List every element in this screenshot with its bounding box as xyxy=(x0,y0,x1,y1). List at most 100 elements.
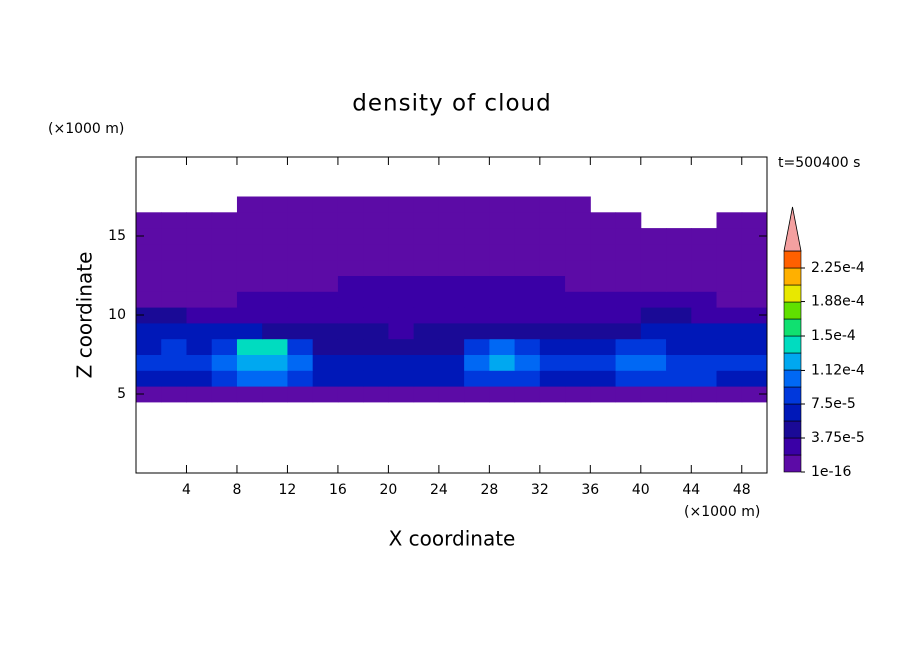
cell xyxy=(464,338,490,355)
cell xyxy=(262,259,288,276)
cell xyxy=(741,354,768,371)
cell xyxy=(640,243,667,261)
cell xyxy=(312,322,339,340)
cell xyxy=(211,338,238,355)
cell xyxy=(413,212,440,229)
cell xyxy=(590,307,617,324)
cell xyxy=(186,338,213,355)
cell xyxy=(413,275,440,292)
cell xyxy=(565,354,591,371)
cell xyxy=(565,322,591,340)
cell xyxy=(312,291,339,308)
cell xyxy=(489,322,516,340)
colorbar-tick-label: 1e-16 xyxy=(811,464,851,480)
cell xyxy=(666,228,692,245)
cell xyxy=(539,354,566,371)
cell xyxy=(262,228,288,245)
cell xyxy=(741,228,768,245)
cell xyxy=(716,307,743,324)
cell xyxy=(716,386,743,403)
cell xyxy=(136,212,162,229)
cell xyxy=(691,307,718,324)
cell xyxy=(337,212,364,229)
cell xyxy=(640,386,667,403)
cell xyxy=(236,386,263,403)
colorbar-box xyxy=(783,267,802,286)
cell xyxy=(666,338,692,355)
cell xyxy=(666,307,692,324)
cell xyxy=(691,243,718,261)
cell xyxy=(438,275,465,292)
x-tick-label: 8 xyxy=(232,482,241,498)
cell xyxy=(388,291,415,308)
cell xyxy=(438,212,465,229)
cell xyxy=(363,307,389,324)
cell xyxy=(337,228,364,245)
cell xyxy=(287,386,314,403)
cell xyxy=(312,196,339,213)
cell xyxy=(211,307,238,324)
colorbar-box xyxy=(783,454,802,473)
cell xyxy=(161,243,187,261)
cell xyxy=(590,228,617,245)
cell xyxy=(388,322,415,340)
cell xyxy=(438,196,465,213)
cell xyxy=(590,212,617,229)
cell xyxy=(666,243,692,261)
cell xyxy=(236,370,263,387)
cell xyxy=(186,275,213,292)
cell xyxy=(565,228,591,245)
cell xyxy=(539,338,566,355)
cell xyxy=(312,212,339,229)
cell xyxy=(438,243,465,261)
cell xyxy=(691,370,718,387)
cell xyxy=(691,386,718,403)
cell xyxy=(464,228,490,245)
cell xyxy=(438,307,465,324)
cell xyxy=(413,196,440,213)
cell xyxy=(640,291,667,308)
cell xyxy=(514,212,541,229)
cell xyxy=(363,386,389,403)
cell xyxy=(186,322,213,340)
cell xyxy=(262,243,288,261)
cell xyxy=(691,259,718,276)
cell xyxy=(438,259,465,276)
cell xyxy=(287,370,314,387)
cell xyxy=(312,354,339,371)
y-unit: (×1000 m) xyxy=(48,121,124,137)
cell xyxy=(590,259,617,276)
cell xyxy=(236,307,263,324)
cell xyxy=(741,259,768,276)
cell xyxy=(388,370,415,387)
cell xyxy=(287,259,314,276)
cell xyxy=(716,338,743,355)
cell xyxy=(312,275,339,292)
cell xyxy=(615,243,642,261)
cell xyxy=(590,291,617,308)
cell xyxy=(161,307,187,324)
cell xyxy=(539,243,566,261)
cell xyxy=(161,322,187,340)
cell xyxy=(666,354,692,371)
cell xyxy=(287,228,314,245)
cell xyxy=(161,338,187,355)
y-tick-label: 5 xyxy=(117,386,126,402)
cell xyxy=(186,386,213,403)
cell xyxy=(186,291,213,308)
cell xyxy=(136,291,162,308)
cell xyxy=(388,354,415,371)
time-label: t=500400 s xyxy=(778,155,860,171)
cell xyxy=(716,322,743,340)
cell xyxy=(514,243,541,261)
cell xyxy=(691,338,718,355)
cell xyxy=(615,338,642,355)
cell xyxy=(438,354,465,371)
cell xyxy=(363,275,389,292)
cell xyxy=(211,370,238,387)
cell xyxy=(287,354,314,371)
cell xyxy=(211,322,238,340)
cell xyxy=(489,386,516,403)
x-tick-label: 4 xyxy=(182,482,191,498)
